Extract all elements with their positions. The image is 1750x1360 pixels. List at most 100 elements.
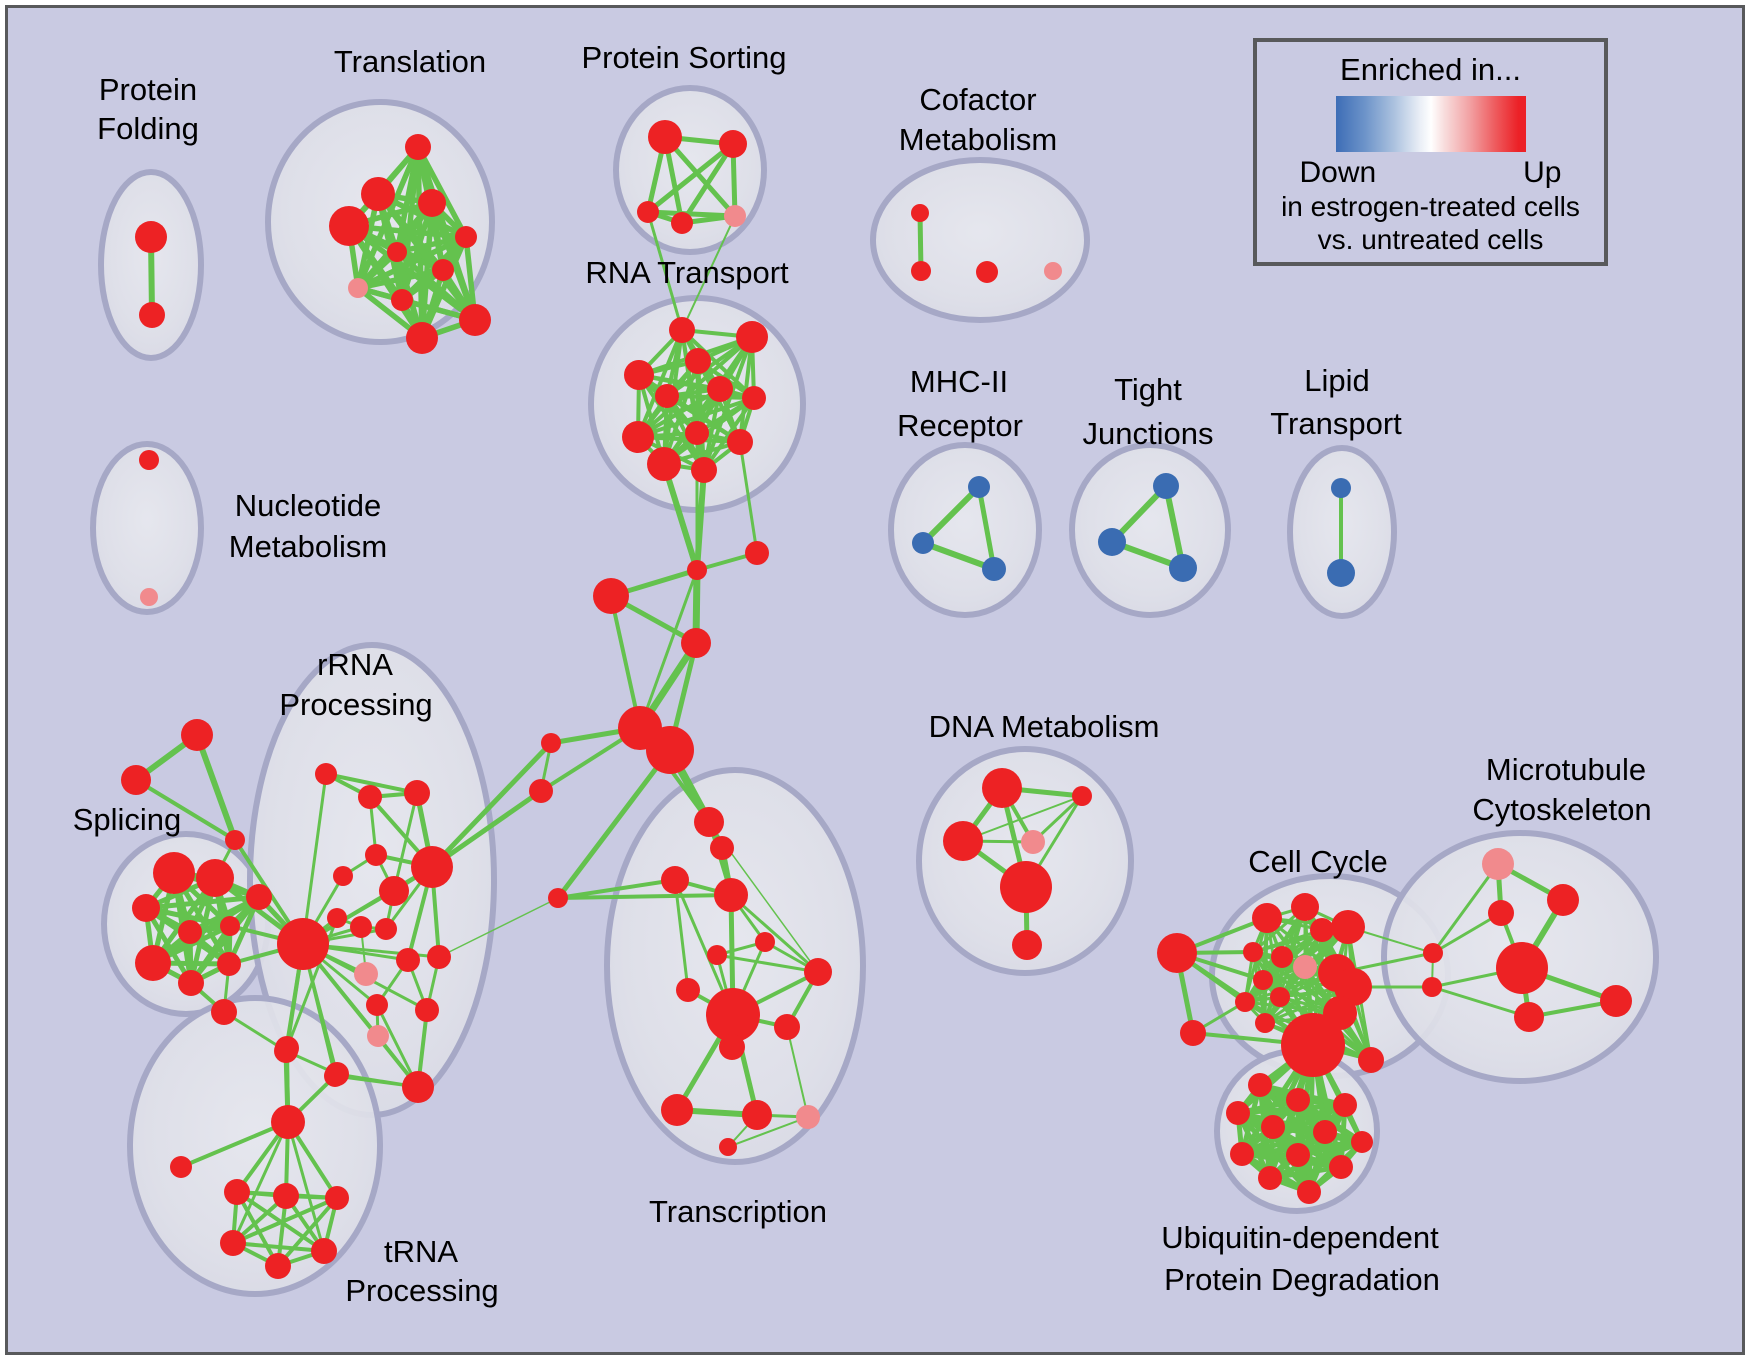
edge: [179, 1120, 290, 1169]
edge: [556, 893, 733, 900]
node: [529, 779, 553, 803]
node: [365, 844, 387, 866]
node: [1157, 933, 1197, 973]
node: [404, 780, 430, 806]
node: [348, 278, 368, 298]
edge: [680, 328, 756, 400]
edge: [702, 335, 754, 472]
node: [415, 998, 439, 1022]
node: [1286, 1143, 1310, 1167]
node: [541, 733, 561, 753]
node: [455, 226, 477, 248]
node: [406, 322, 438, 354]
legend-title: Enriched in...: [1340, 52, 1521, 87]
edge: [231, 1120, 290, 1245]
node: [1286, 1088, 1310, 1112]
node: [655, 384, 679, 408]
node: [1252, 903, 1282, 933]
node: [1044, 262, 1062, 280]
legend-down-label: Down: [1299, 156, 1377, 189]
node: [170, 1156, 192, 1178]
node: [132, 894, 160, 922]
node: [724, 205, 746, 227]
node: [366, 994, 388, 1016]
node: [912, 532, 934, 554]
node: [418, 189, 446, 217]
edge: [355, 267, 446, 291]
edge: [134, 778, 237, 842]
node: [687, 560, 707, 580]
node: [432, 259, 454, 281]
node: [742, 386, 766, 410]
edge: [636, 328, 684, 439]
node: [691, 457, 717, 483]
node: [1547, 884, 1579, 916]
node: [694, 807, 724, 837]
node: [968, 476, 990, 498]
node: [1351, 1131, 1373, 1153]
node: [178, 970, 204, 996]
edge: [1430, 985, 1531, 1019]
edge: [609, 594, 642, 730]
cluster-ellipse-tight-junctions: [1069, 442, 1231, 618]
node: [622, 421, 654, 453]
node: [220, 1230, 246, 1256]
node: [354, 962, 378, 986]
edge: [231, 1241, 326, 1253]
edge: [324, 772, 419, 795]
node: [358, 785, 382, 809]
node: [196, 859, 234, 897]
node: [311, 1238, 337, 1264]
node: [375, 918, 397, 940]
edge: [419, 200, 435, 341]
node: [140, 588, 158, 606]
edge: [920, 484, 982, 546]
edge: [662, 396, 756, 466]
node: [220, 916, 240, 936]
node: [1180, 1020, 1206, 1046]
node: [1098, 528, 1126, 556]
node: [1422, 977, 1442, 997]
node: [153, 852, 195, 894]
node: [676, 978, 700, 1002]
node: [1226, 1101, 1250, 1125]
node: [181, 719, 213, 751]
node: [1169, 554, 1197, 582]
node: [1297, 1180, 1321, 1204]
node: [911, 261, 931, 281]
node: [1482, 848, 1514, 880]
node: [121, 765, 151, 795]
node: [943, 821, 983, 861]
node: [1600, 985, 1632, 1017]
cluster-ellipse-translation: [265, 99, 495, 345]
node: [265, 1253, 291, 1279]
nodes-layer: [121, 120, 1632, 1279]
edge: [188, 894, 262, 986]
node: [1291, 893, 1319, 921]
node: [671, 212, 693, 234]
node: [325, 1062, 349, 1086]
edge: [662, 134, 738, 219]
node: [246, 884, 272, 910]
edge: [1431, 862, 1500, 955]
edge: [556, 878, 677, 900]
node: [681, 628, 711, 658]
node: [661, 866, 689, 894]
edge: [438, 897, 559, 958]
node: [742, 1100, 772, 1130]
node: [217, 952, 241, 976]
node: [710, 836, 734, 860]
edge: [143, 905, 194, 986]
node: [646, 726, 694, 774]
node: [405, 134, 431, 160]
edge: [702, 396, 756, 472]
node: [1488, 900, 1514, 926]
edge: [727, 1116, 809, 1148]
node: [1012, 930, 1042, 960]
node: [225, 830, 245, 850]
node: [1261, 1115, 1285, 1139]
edge: [301, 942, 420, 1089]
edge: [429, 740, 554, 870]
node: [1243, 942, 1263, 962]
node: [1270, 987, 1290, 1007]
